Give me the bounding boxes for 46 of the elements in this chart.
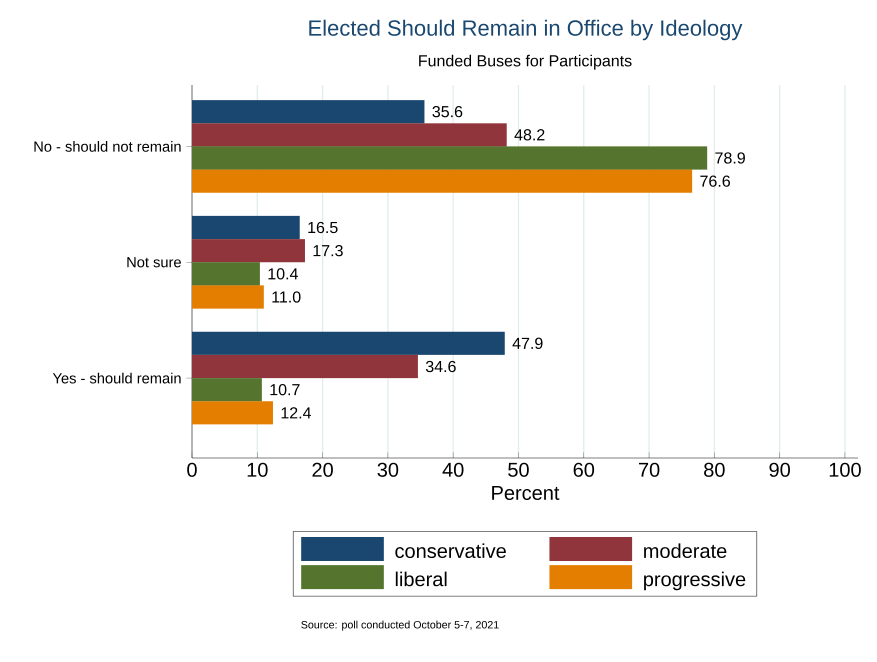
x-axis-title: Percent [492,486,560,500]
data-label: 17.3 [314,244,343,256]
chart-subtitle: Funded Buses for Participants [419,54,632,70]
chart-title: Elected Should Remain in Office by Ideology [309,20,742,40]
source-note: Source: poll conducted October 5-7, 2021 [301,620,499,631]
data-label: 48.2 [514,129,544,140]
data-label: 76.6 [700,175,730,187]
y-tick-label: Not sure [127,257,181,268]
y-tick-label: No - should not remain [34,141,181,152]
x-tick-label: 90 [769,462,790,477]
x-tick-label: 50 [508,462,529,477]
data-label: 10.4 [268,268,298,280]
y-tick-label: Yes - should remain [52,372,181,384]
legend-label: conservative [395,543,506,558]
legend-label: moderate [644,543,726,558]
bar [192,239,305,262]
data-label: 12.4 [282,407,312,418]
x-tick-label: 20 [312,462,333,477]
bar [192,216,300,240]
x-tick-label: 80 [704,462,725,477]
data-label: 10.7 [270,384,300,396]
bar [192,332,505,355]
bar [192,285,264,309]
x-tick-label: 30 [378,462,398,477]
bar [192,354,418,378]
data-label: 34.6 [426,360,456,372]
data-label: 35.6 [432,106,462,118]
bar [192,170,692,193]
bar [192,378,262,402]
bar [192,123,507,146]
bar [192,146,708,170]
data-label: 11.0 [272,291,301,303]
data-label: 16.5 [308,222,338,234]
bar [192,401,273,424]
data-label: 47.9 [512,338,543,349]
x-tick-label: 40 [442,462,464,477]
x-tick-label: 60 [574,462,594,477]
x-tick-label: 10 [248,462,268,477]
bar [192,262,260,286]
legend-label: progressive [644,572,746,590]
x-tick-label: 100 [830,462,861,477]
x-tick-label: 70 [638,462,660,477]
legend-label: liberal [396,572,447,586]
data-label: 78.9 [715,152,745,164]
x-tick-label: 0 [187,462,197,477]
bar [192,100,424,124]
